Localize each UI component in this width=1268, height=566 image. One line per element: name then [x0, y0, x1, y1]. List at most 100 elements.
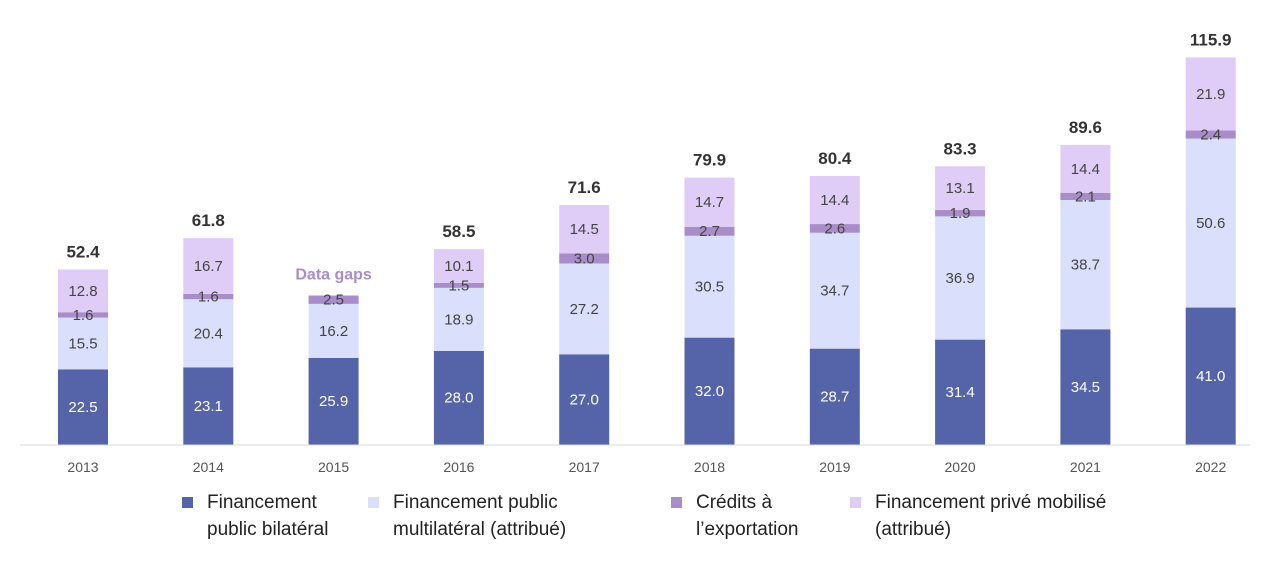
x-tick-label: 2016 — [443, 459, 474, 475]
x-tick-label: 2013 — [67, 459, 98, 475]
data-label: 12.8 — [68, 283, 97, 300]
x-tick-label: 2020 — [945, 459, 976, 475]
legend-swatch — [671, 497, 682, 508]
bar-segment — [1185, 307, 1236, 445]
data-label: 27.0 — [570, 391, 599, 408]
data-label: 15.5 — [68, 335, 97, 352]
data-label: 2.1 — [1075, 189, 1096, 206]
bar-segment — [935, 210, 986, 217]
x-tick-label: 2017 — [569, 459, 600, 475]
data-label: 36.9 — [945, 270, 974, 287]
data-label: 14.5 — [570, 221, 599, 238]
data-label: 1.6 — [73, 307, 94, 324]
x-tick-label: 2022 — [1195, 459, 1226, 475]
bar-segment — [1060, 144, 1111, 193]
bar-segment — [559, 354, 610, 445]
data-label: 1.5 — [448, 277, 469, 294]
bar-segment — [433, 287, 484, 351]
x-tick-label: 2018 — [694, 459, 725, 475]
bar-segment — [308, 303, 359, 358]
legend-label: Crédits à — [696, 492, 773, 513]
bar-segment — [1060, 192, 1111, 201]
data-label: 10.1 — [444, 258, 473, 275]
bar-segment — [183, 367, 234, 445]
bar-segment — [809, 224, 860, 233]
data-label: 27.2 — [570, 301, 599, 318]
data-label: 32.0 — [695, 383, 724, 400]
data-label: 21.9 — [1196, 86, 1225, 103]
legend-label: Financement public — [393, 492, 558, 513]
total-label: 80.4 — [818, 149, 852, 168]
data-label: 23.1 — [194, 398, 223, 415]
data-label: 34.7 — [820, 283, 849, 300]
data-label: 22.5 — [68, 399, 97, 416]
x-tick-label: 2015 — [318, 459, 349, 475]
bar-segment — [433, 350, 484, 445]
data-label: 38.7 — [1071, 257, 1100, 274]
bar-segment — [433, 249, 484, 283]
total-label: 58.5 — [442, 222, 475, 241]
bar-segment — [58, 269, 108, 313]
stacked-bar-chart: 22.5 15.5 1.6 12.8 52.4 2013 23.1 20.4 1.6 16.7 61… — [20, 30, 1250, 475]
data-label: 1.9 — [950, 205, 971, 222]
data-label: 28.7 — [820, 389, 849, 406]
data-label: 3.0 — [574, 250, 595, 267]
legend-label: Financement privé mobilisé — [875, 492, 1107, 513]
bar-segment — [308, 295, 359, 304]
total-label: 115.9 — [1190, 30, 1232, 49]
data-label: 31.4 — [945, 384, 974, 401]
data-label: 2.7 — [699, 223, 720, 240]
bar-segment — [809, 175, 860, 225]
bar-segment — [559, 263, 610, 355]
total-label: 52.4 — [66, 242, 100, 261]
total-label: 89.6 — [1069, 118, 1102, 137]
total-label: 71.6 — [568, 178, 601, 197]
bar-segment — [58, 369, 108, 445]
bar-segment — [684, 337, 735, 445]
legend-label: multilatéral (attribué) — [393, 519, 567, 540]
bar-segment — [433, 282, 484, 288]
bar-segment — [809, 348, 860, 445]
legend-item-private: Financement privé mobilisé (attribué) — [850, 489, 1106, 543]
data-label: 50.6 — [1196, 215, 1225, 232]
bar-segment — [1185, 130, 1236, 139]
legend-label: public bilatéral — [207, 519, 329, 540]
data-label: 20.4 — [194, 325, 223, 342]
bar-segment — [58, 312, 108, 318]
legend-swatch — [850, 497, 861, 508]
bar-segment — [1060, 329, 1111, 445]
bar-segment — [559, 205, 610, 254]
annotation-label: Data gaps — [295, 267, 372, 284]
legend-item-multilateral: Financement public multilatéral (attribué… — [368, 489, 566, 543]
total-label: 83.3 — [944, 139, 977, 158]
legend-swatch — [182, 497, 193, 508]
data-label: 2.5 — [323, 292, 344, 309]
bar-segment — [684, 235, 735, 338]
data-label: 2.4 — [1200, 127, 1221, 144]
bar-segment — [308, 357, 359, 445]
bar-segment — [1185, 57, 1236, 131]
bar-segment — [183, 293, 234, 300]
legend-label: Financement — [207, 492, 317, 513]
data-label: 1.6 — [198, 289, 219, 306]
bar-segment — [559, 253, 610, 264]
bar-segment — [935, 166, 986, 211]
data-label: 13.1 — [945, 180, 974, 197]
total-label: 79.9 — [693, 151, 726, 170]
bar-segment — [58, 317, 108, 370]
data-label: 34.5 — [1071, 379, 1100, 396]
x-tick-label: 2019 — [819, 459, 850, 475]
data-label: 28.0 — [444, 390, 473, 407]
data-label: 18.9 — [444, 311, 473, 328]
x-tick-label: 2014 — [193, 459, 224, 475]
x-tick-label: 2021 — [1070, 459, 1101, 475]
bar-segment — [809, 232, 860, 349]
data-label: 14.4 — [820, 192, 849, 209]
data-label: 2.6 — [824, 220, 845, 237]
legend-item-bilateral: Financement public bilatéral — [182, 489, 328, 543]
data-label: 30.5 — [695, 279, 724, 296]
bar-segment — [183, 238, 234, 294]
data-label: 41.0 — [1196, 368, 1225, 385]
legend: Financement public bilatéral Financement … — [0, 489, 1268, 549]
bar-segment — [684, 177, 735, 227]
